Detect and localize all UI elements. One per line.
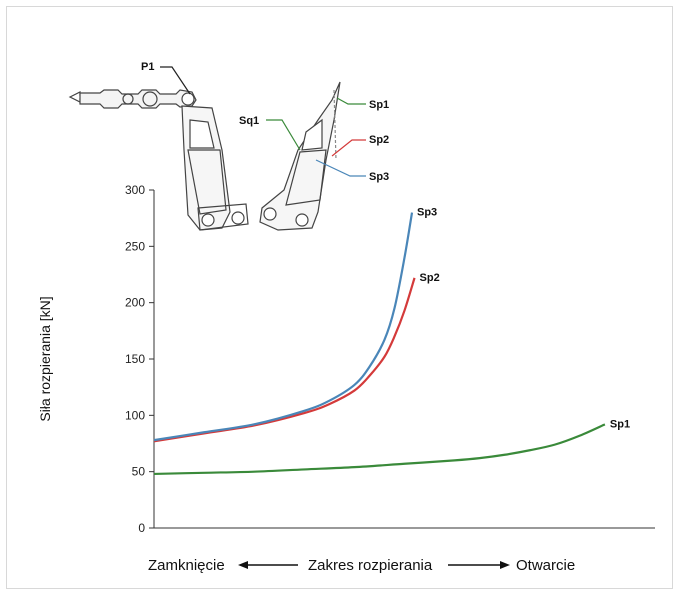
y-tick-label: 250 bbox=[125, 239, 145, 253]
y-tick-label: 150 bbox=[125, 352, 145, 366]
y-tick-label: 200 bbox=[125, 296, 145, 310]
y-axis-label: Siła rozpierania [kN] bbox=[37, 296, 53, 421]
sp1-callout-line bbox=[336, 97, 366, 105]
p1-callout-line bbox=[160, 66, 191, 95]
left-arm-drawing bbox=[68, 89, 249, 231]
y-tick-label: 300 bbox=[125, 183, 145, 197]
series-lines bbox=[153, 212, 606, 476]
y-tick-label: 100 bbox=[125, 408, 145, 422]
label-sq1: Sq1 bbox=[239, 115, 259, 127]
label-sp3-diagram: Sp3 bbox=[369, 171, 389, 183]
label-sp2-diagram: Sp2 bbox=[369, 134, 389, 146]
sq1-callout-line bbox=[266, 119, 301, 151]
series-end-labels: Sp1 Sp2 Sp3 bbox=[417, 207, 630, 431]
right-arm-drawing bbox=[259, 81, 341, 231]
x-label-opening: Otwarcie bbox=[516, 557, 575, 574]
y-ticks: 0 50 100 150 200 250 300 bbox=[125, 183, 154, 535]
label-p1: P1 bbox=[141, 61, 154, 73]
sp2-callout-line bbox=[331, 139, 366, 157]
x-label-closing: Zamknięcie bbox=[148, 557, 225, 574]
left-arrow-icon bbox=[238, 561, 298, 569]
series-label-sp2: Sp2 bbox=[420, 272, 440, 284]
sp3-callout-line bbox=[315, 159, 366, 177]
series-label-sp3: Sp3 bbox=[417, 207, 437, 219]
y-tick-label: 50 bbox=[132, 465, 146, 479]
spreader-illustration bbox=[68, 66, 366, 231]
series-line-sp1 bbox=[153, 423, 606, 476]
x-label-range: Zakres rozpierania bbox=[308, 557, 433, 574]
series-line-sp3 bbox=[153, 212, 414, 442]
series-label-sp1: Sp1 bbox=[610, 418, 630, 430]
y-tick-label: 0 bbox=[138, 521, 145, 535]
label-sp1-diagram: Sp1 bbox=[369, 99, 389, 111]
right-arrow-icon bbox=[448, 561, 510, 569]
